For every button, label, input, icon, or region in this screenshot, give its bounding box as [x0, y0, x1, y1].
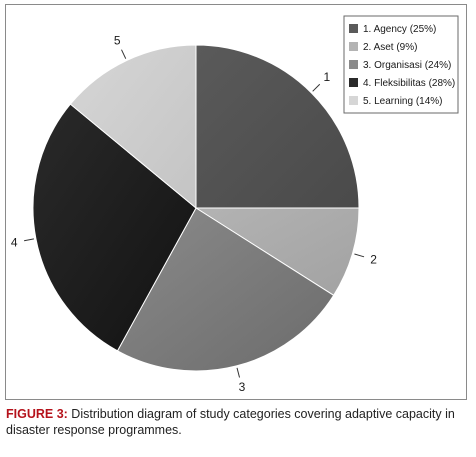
leader-line-3	[236, 367, 241, 378]
pie-slice-4	[32, 103, 197, 352]
caption-text: Distribution diagram of study categories…	[6, 407, 455, 437]
legend-swatch-2	[349, 42, 358, 51]
figure-caption: FIGURE 3: Distribution diagram of study …	[6, 406, 468, 438]
slice-label-2: 2	[370, 253, 377, 267]
legend-swatch-5	[349, 96, 358, 105]
legend-box	[343, 15, 459, 114]
pie-chart: 1 2 3 4 5 1. Agency (25%) 2. Aset (9%) 3. Orga…	[11, 15, 459, 395]
legend-swatch-4	[349, 78, 358, 87]
pie-slices	[32, 44, 360, 372]
legend-entry-3: 3. Organisasi (24%)	[363, 60, 451, 71]
legend-entry-4: 4. Fleksibilitas (28%)	[363, 78, 455, 89]
pie-slice-5	[69, 44, 197, 210]
slice-label-3: 3	[239, 380, 246, 394]
slice-number-labels: 1 2 3 4 5	[11, 34, 377, 395]
slice-leader-lines	[24, 49, 365, 378]
leader-line-4	[24, 238, 35, 242]
slice-label-5: 5	[114, 34, 121, 48]
slice-label-4: 4	[11, 236, 18, 250]
leader-line-2	[354, 253, 365, 258]
slice-label-1: 1	[323, 70, 330, 84]
legend-entry-5: 5. Learning (14%)	[363, 96, 443, 107]
legend: 1. Agency (25%) 2. Aset (9%) 3. Organisasi…	[343, 15, 459, 114]
legend-swatch-3	[349, 60, 358, 69]
leader-line-5	[121, 49, 127, 59]
leader-line-1	[312, 83, 321, 92]
legend-entry-1: 1. Agency (25%)	[363, 24, 436, 35]
pie-slice-3	[116, 207, 335, 372]
chart-frame: 1 2 3 4 5 1. Agency (25%) 2. Aset (9%) 3. Orga…	[5, 4, 467, 400]
caption-label: FIGURE 3:	[6, 407, 68, 421]
pie-slice-2	[194, 207, 360, 297]
pie-slice-1	[195, 44, 360, 209]
legend-entry-2: 2. Aset (9%)	[363, 42, 417, 53]
legend-swatch-1	[349, 24, 358, 33]
